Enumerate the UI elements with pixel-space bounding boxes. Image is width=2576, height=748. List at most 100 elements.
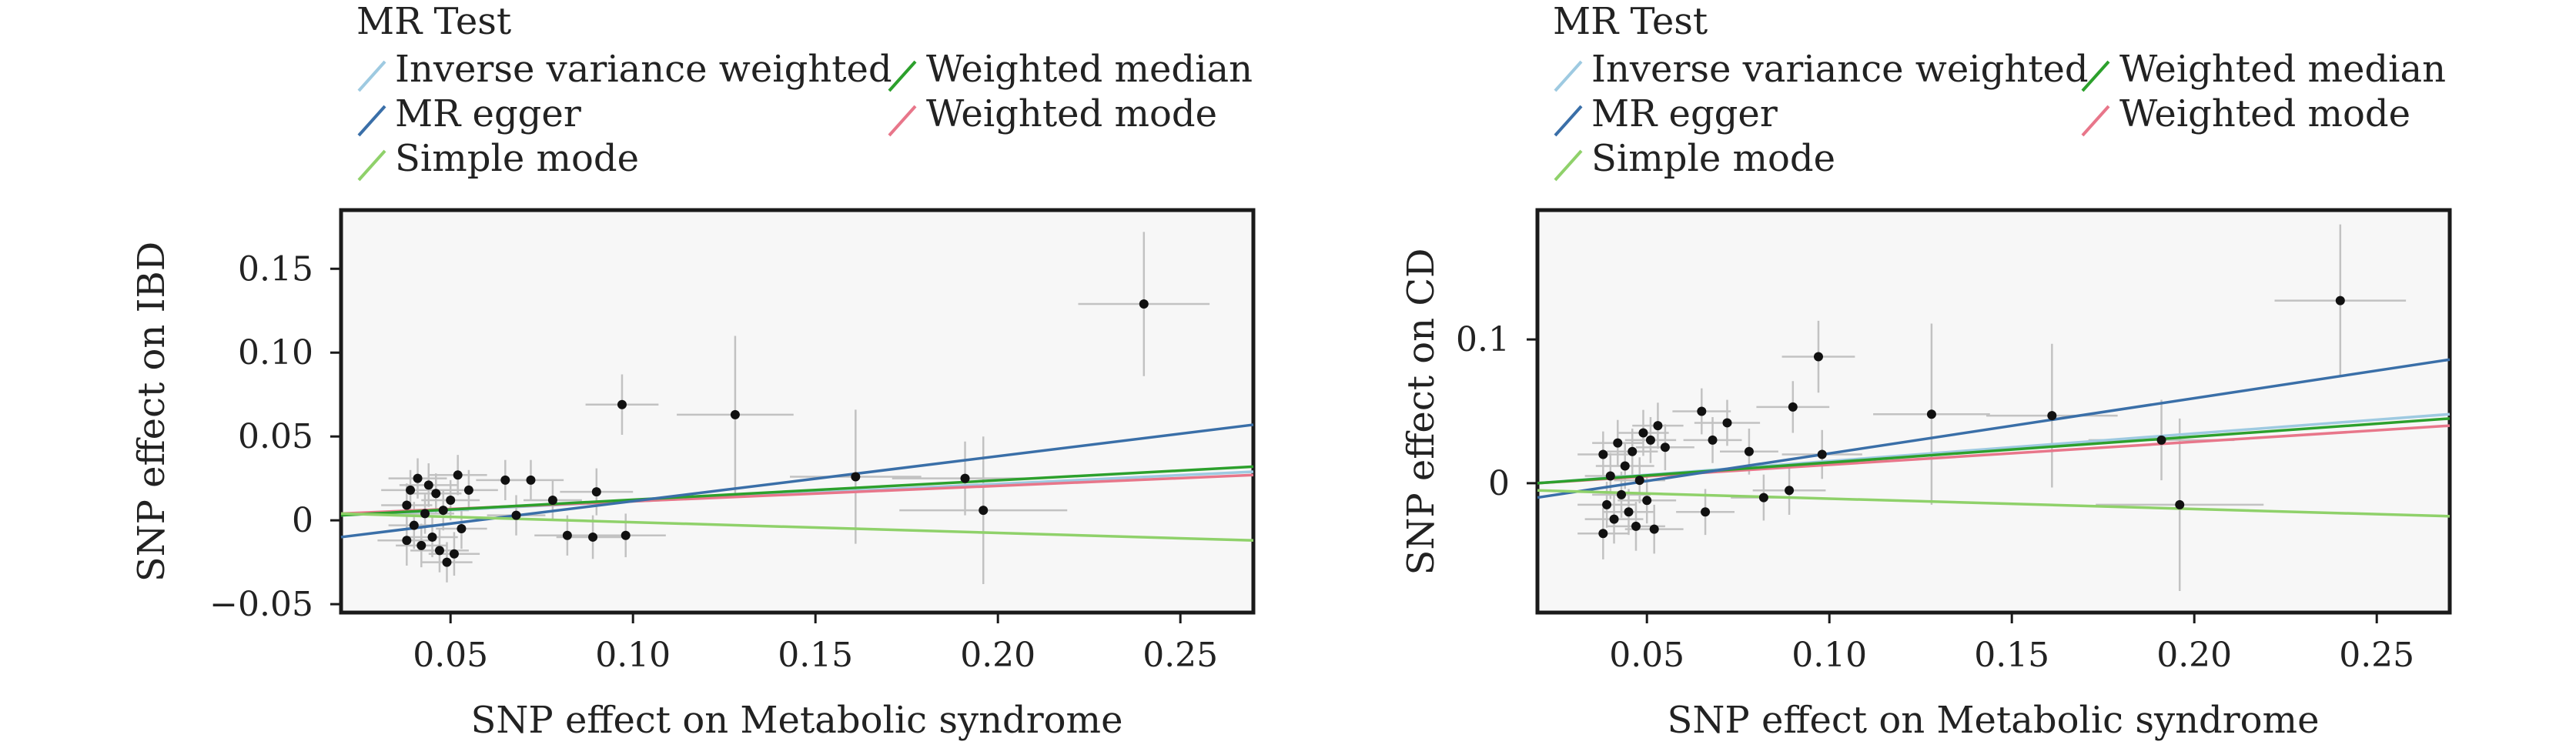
- legend-title: MR Test: [356, 0, 511, 43]
- point-marker-1: [1598, 529, 1608, 539]
- point-marker-12: [1634, 476, 1644, 486]
- point-marker-9: [427, 532, 437, 542]
- point-marker-4: [1605, 471, 1615, 481]
- x-tick-label: 0.10: [1791, 636, 1867, 675]
- legend-label-ivw: Inverse variance weighted: [1591, 48, 2089, 91]
- point-marker-20: [511, 510, 521, 520]
- legend-title: MR Test: [1553, 0, 1708, 43]
- point-marker-16: [453, 470, 463, 480]
- point-marker-10: [431, 489, 441, 499]
- legend-swatch-mr-egger: [1554, 105, 1583, 137]
- point-marker-33: [2335, 296, 2345, 306]
- x-tick-label: 0.25: [2339, 636, 2414, 675]
- y-tick-label: 0.15: [238, 249, 313, 289]
- x-tick-label: 0.25: [1142, 636, 1218, 675]
- point-marker-15: [1645, 435, 1655, 445]
- point-marker-1: [402, 536, 412, 546]
- point-marker-11: [434, 546, 444, 556]
- legend-label-weighted-median: Weighted median: [2119, 48, 2446, 91]
- axes: 0.05 0.10 0.15 0.20 0.25 −0.05 0 0.05 0.10 0.15: [209, 249, 1218, 675]
- legend-entry-ivw: Inverse variance weighted: [1554, 48, 2089, 92]
- point-marker-5: [1609, 514, 1619, 524]
- point-marker-29: [851, 472, 861, 482]
- x-tick-label: 0.15: [1974, 636, 2049, 675]
- point-marker-16: [1649, 524, 1659, 534]
- point-marker-13: [442, 557, 452, 567]
- point-marker-2: [402, 500, 412, 510]
- legend-entry-simple-mode: Simple mode: [357, 137, 639, 182]
- x-axis-label: SNP effect on Metabolic syndrome: [471, 699, 1123, 742]
- y-tick-label: −0.05: [209, 585, 313, 624]
- legend: MR Test Inverse variance weighted Weight…: [1553, 0, 2446, 182]
- x-tick-label: 0.15: [778, 636, 853, 675]
- legend-entry-mr-egger: MR egger: [357, 92, 581, 137]
- legend-swatch-simple-mode: [357, 149, 386, 182]
- legend-label-mr-egger: MR egger: [395, 92, 581, 135]
- point-marker-3: [1602, 499, 1612, 509]
- point-marker-8: [1620, 461, 1630, 471]
- chart-panel-cd: MR Test Inverse variance weighted Weight…: [1400, 0, 2452, 742]
- legend-swatch-weighted-mode: [888, 105, 917, 137]
- legend-entry-ivw: Inverse variance weighted: [357, 48, 892, 92]
- point-marker-26: [1788, 402, 1798, 412]
- legend-label-simple-mode: Simple mode: [395, 137, 639, 180]
- point-marker-14: [1642, 496, 1652, 506]
- regression-line-weighted-median: [1537, 417, 2451, 485]
- point-marker-25: [591, 487, 601, 497]
- point-marker-21: [1708, 435, 1718, 445]
- x-tick-label: 0.05: [413, 636, 488, 675]
- point-marker-15: [449, 549, 459, 559]
- point-marker-22: [1722, 418, 1732, 428]
- plot-content: [1537, 224, 2451, 591]
- point-marker-32: [2175, 499, 2185, 509]
- legend-label-weighted-mode: Weighted mode: [2119, 92, 2410, 135]
- point-marker-13: [1638, 428, 1648, 438]
- point-marker-7: [1617, 489, 1627, 499]
- point-marker-5: [413, 473, 423, 483]
- legend-entry-simple-mode: Simple mode: [1554, 137, 1835, 182]
- point-marker-19: [1697, 406, 1707, 416]
- point-marker-21: [526, 475, 536, 485]
- legend-entry-weighted-median: Weighted median: [888, 48, 1253, 92]
- legend-swatch-mr-egger: [357, 105, 386, 137]
- y-axis-label: SNP effect on IBD: [130, 242, 173, 583]
- y-tick-label: 0.10: [238, 333, 313, 372]
- point-marker-28: [730, 409, 740, 419]
- point-marker-30: [2047, 411, 2057, 421]
- legend-label-mr-egger: MR egger: [1591, 92, 1778, 135]
- point-marker-19: [500, 475, 510, 485]
- regression-line-mr-egger: [1537, 358, 2451, 499]
- y-tick-label: 0: [1488, 464, 1510, 503]
- y-tick-label: 0.1: [1456, 320, 1510, 359]
- point-marker-14: [446, 495, 456, 505]
- point-marker-2: [1598, 449, 1608, 459]
- point-marker-8: [423, 480, 433, 490]
- x-axis-label: SNP effect on Metabolic syndrome: [1668, 699, 2320, 742]
- legend-swatch-weighted-mode: [2081, 105, 2110, 137]
- point-marker-28: [1817, 449, 1827, 459]
- plot-content: [340, 232, 1254, 584]
- point-marker-6: [1613, 438, 1623, 448]
- legend-entry-weighted-mode: Weighted mode: [888, 92, 1217, 137]
- legend-swatch-weighted-median: [2081, 60, 2110, 92]
- legend-label-simple-mode: Simple mode: [1591, 137, 1835, 180]
- axes: 0.05 0.10 0.15 0.20 0.25 0 0.1: [1456, 320, 2414, 675]
- point-marker-27: [1813, 352, 1823, 362]
- x-tick-label: 0.20: [960, 636, 1035, 675]
- point-marker-6: [417, 540, 427, 550]
- legend-swatch-weighted-median: [888, 60, 917, 92]
- point-marker-22: [547, 495, 557, 505]
- chart-panel-ibd: MR Test Inverse variance weighted Weight…: [130, 0, 1256, 742]
- y-tick-label: 0.05: [238, 417, 313, 456]
- point-marker-24: [588, 532, 598, 542]
- regression-line-simple-mode: [1537, 489, 2451, 518]
- regression-line-weighted-median: [340, 465, 1254, 517]
- legend-swatch-simple-mode: [1554, 149, 1583, 182]
- y-axis-label: SNP effect on CD: [1400, 248, 1443, 575]
- point-marker-4: [409, 520, 419, 530]
- point-marker-23: [562, 530, 572, 540]
- point-marker-9: [1624, 507, 1634, 517]
- point-marker-24: [1758, 493, 1768, 503]
- point-marker-27: [621, 530, 631, 540]
- point-marker-29: [1926, 409, 1936, 419]
